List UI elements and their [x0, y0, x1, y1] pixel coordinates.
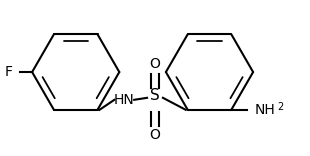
Text: O: O: [149, 57, 161, 71]
Text: O: O: [149, 129, 161, 142]
Text: F: F: [4, 65, 12, 79]
Text: S: S: [150, 88, 160, 103]
Text: HN: HN: [114, 93, 135, 107]
Text: 2: 2: [277, 102, 283, 112]
Text: NH: NH: [255, 103, 276, 117]
